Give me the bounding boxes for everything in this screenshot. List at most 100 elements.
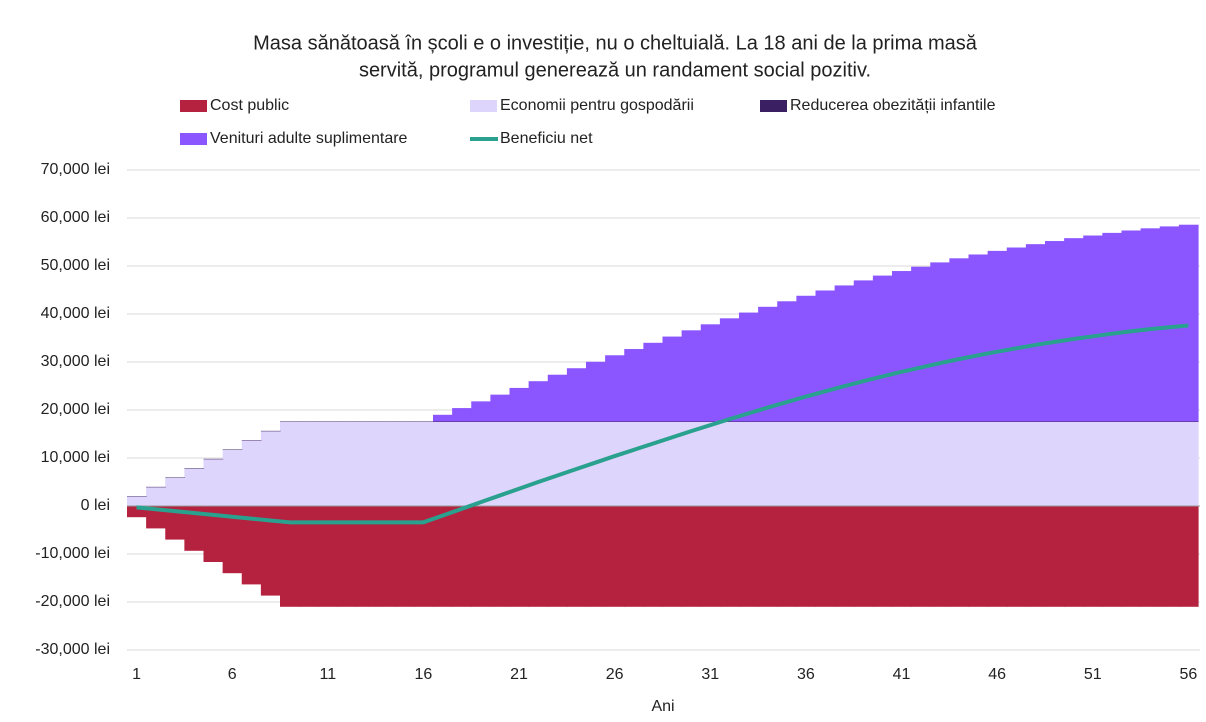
area-step: [834, 422, 855, 506]
x-axis-label: Ani: [651, 698, 674, 715]
area-step: [452, 506, 472, 607]
area-step: [853, 422, 874, 506]
area-step: [700, 422, 721, 506]
area-step: [1006, 247, 1027, 422]
area-step: [968, 506, 989, 607]
area-step: [413, 422, 434, 506]
area-step: [624, 506, 644, 607]
area-step: [872, 275, 893, 422]
area-step: [165, 478, 185, 506]
area-step: [681, 506, 702, 607]
area-step: [1140, 506, 1161, 607]
area-step: [471, 422, 491, 506]
area-step: [1025, 506, 1046, 607]
area-step: [433, 422, 453, 506]
area-step: [739, 312, 759, 422]
y-tick-label: 30,000 lei: [41, 353, 110, 370]
area-step: [490, 506, 511, 607]
area-step: [318, 422, 338, 506]
area-step: [127, 506, 147, 518]
area-step: [719, 506, 740, 607]
area-step: [1083, 506, 1103, 607]
area-step: [356, 422, 377, 506]
area-step: [318, 506, 338, 607]
area-step: [528, 381, 549, 422]
area-step: [375, 422, 396, 506]
area-step: [777, 301, 797, 422]
area-step: [241, 506, 262, 585]
area-step: [490, 422, 511, 506]
area-step: [299, 422, 319, 506]
area-step: [433, 414, 453, 422]
x-tick-label: 41: [893, 666, 911, 683]
area-step: [280, 506, 300, 607]
area-step: [815, 422, 836, 506]
area-step: [337, 422, 358, 506]
x-tick-label: 16: [415, 666, 433, 683]
area-step: [146, 487, 166, 506]
area-step: [1178, 506, 1199, 607]
area-step: [1121, 506, 1142, 607]
x-tick-label: 26: [606, 666, 624, 683]
area-step: [930, 262, 950, 422]
y-tick-label: 20,000 lei: [41, 401, 110, 418]
area-step: [949, 422, 970, 506]
x-tick-label: 31: [701, 666, 719, 683]
area-step: [1006, 422, 1027, 506]
y-tick-label: -10,000 lei: [35, 545, 110, 562]
area-step: [509, 422, 530, 506]
x-tick-label: 6: [228, 666, 237, 683]
area-step: [203, 459, 224, 506]
area-step: [643, 342, 664, 422]
area-step: [184, 506, 205, 551]
y-tick-label: 40,000 lei: [41, 305, 110, 322]
x-tick-label: 36: [797, 666, 815, 683]
area-step: [452, 422, 472, 506]
area-step: [547, 506, 568, 607]
y-tick-label: 10,000 lei: [41, 449, 110, 466]
y-tick-label: 60,000 lei: [41, 209, 110, 226]
area-step: [528, 506, 549, 607]
area-step: [528, 422, 549, 506]
area-step: [280, 422, 300, 506]
net-line: [136, 323, 1189, 525]
area-step: [949, 258, 970, 422]
area-step: [968, 422, 989, 506]
area-step: [1045, 506, 1065, 607]
area-step: [605, 422, 625, 506]
chart-title: servită, programul generează un randamen…: [359, 59, 871, 81]
chart-title: Masa sănătoasă în școli e o investiție, …: [253, 32, 978, 54]
areas: [127, 224, 1199, 607]
area-step: [127, 496, 147, 506]
legend-swatch: [180, 100, 207, 112]
area-step: [643, 506, 664, 607]
area-step: [337, 506, 358, 607]
area-step: [241, 440, 262, 506]
area-step: [452, 408, 472, 422]
area-step: [375, 506, 396, 607]
area-step: [1178, 422, 1199, 506]
area-step: [739, 506, 759, 607]
area-step: [892, 271, 912, 422]
area-step: [719, 318, 740, 422]
y-tick-label: 50,000 lei: [41, 257, 110, 274]
area-step: [815, 506, 836, 607]
legend-swatch: [760, 100, 787, 112]
area-step: [719, 422, 740, 506]
y-tick-label: 70,000 lei: [41, 161, 110, 178]
area-step: [834, 506, 855, 607]
area-step: [911, 506, 931, 607]
area-step: [1121, 422, 1142, 506]
area-step: [1025, 244, 1046, 422]
x-tick-label: 51: [1084, 666, 1102, 683]
legend-label: Cost public: [210, 97, 289, 114]
area-step: [815, 290, 836, 422]
area-step: [260, 431, 281, 506]
area-step: [586, 506, 606, 607]
area-step: [547, 374, 568, 422]
y-tick-label: -20,000 lei: [35, 593, 110, 610]
area-step: [624, 349, 644, 422]
area-step: [662, 336, 683, 422]
area-step: [1102, 422, 1123, 506]
